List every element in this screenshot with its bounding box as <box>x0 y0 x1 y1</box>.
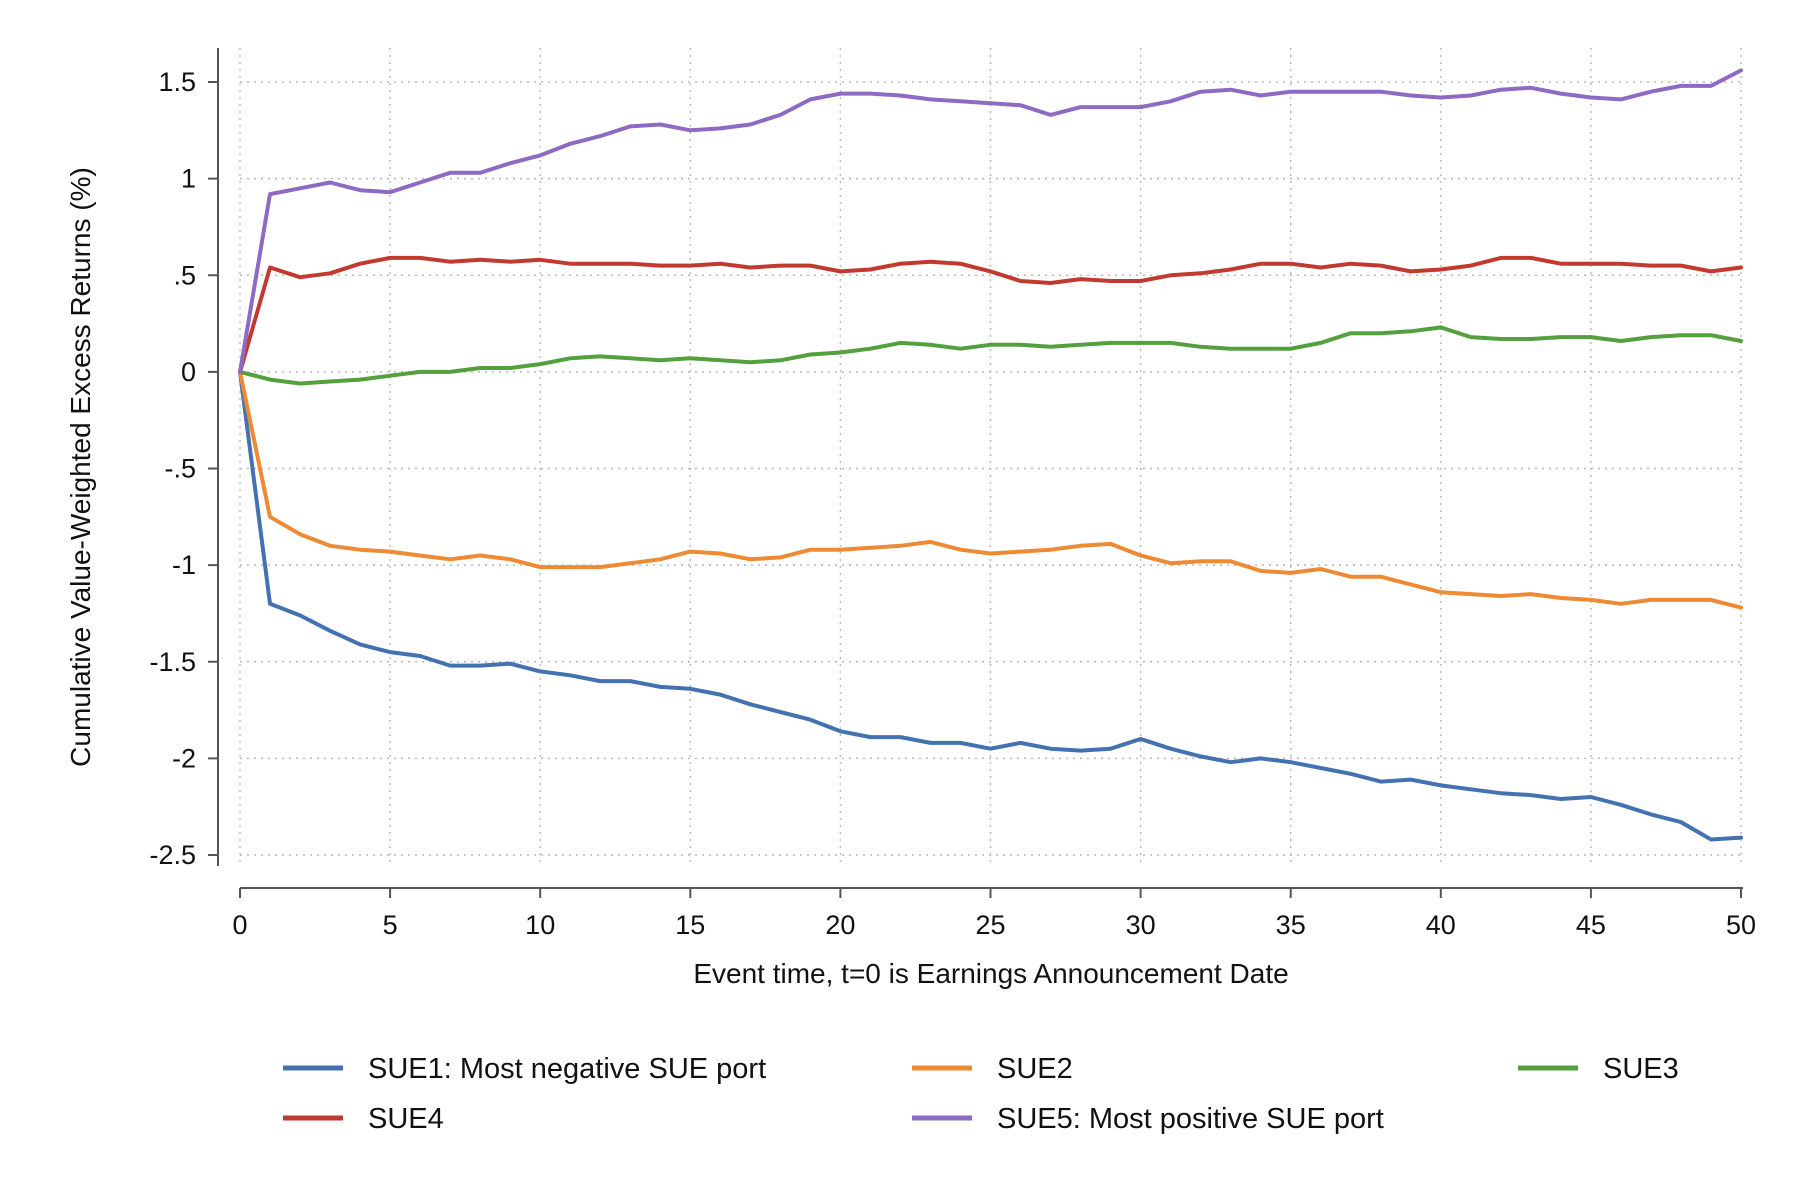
x-tick-label: 5 <box>383 910 398 940</box>
y-tick-label: -1.5 <box>149 647 196 677</box>
series-line-sue2 <box>238 369 1743 610</box>
series-line-sue1 <box>238 369 1743 842</box>
series-line-sue5 <box>238 68 1743 374</box>
y-tick-label: .5 <box>173 260 196 290</box>
legend-item-sue4: SUE4 <box>283 1103 444 1135</box>
x-tick-label: 0 <box>232 910 247 940</box>
legend-label: SUE4 <box>368 1103 444 1135</box>
series-lines <box>238 68 1743 842</box>
y-tick-label: -2 <box>172 743 196 773</box>
legend-label: SUE1: Most negative SUE port <box>368 1053 766 1085</box>
legend: SUE1: Most negative SUE port SUE2 SUE3 SUE4… <box>283 1053 1679 1135</box>
legend-item-sue5: SUE5: Most positive SUE port <box>912 1103 1384 1135</box>
y-tick-label: 1.5 <box>158 67 196 97</box>
grid <box>239 48 1743 866</box>
legend-item-sue2: SUE2 <box>912 1053 1073 1085</box>
x-tick-label: 15 <box>675 910 705 940</box>
x-axis-title: Event time, t=0 is Earnings Announcement… <box>693 958 1288 989</box>
x-tick-label: 30 <box>1126 910 1156 940</box>
legend-label: SUE5: Most positive SUE port <box>997 1103 1384 1135</box>
x-tick-label: 20 <box>825 910 855 940</box>
y-tick-label: 1 <box>181 164 196 194</box>
series-line-sue4 <box>238 255 1743 374</box>
legend-label: SUE3 <box>1603 1053 1679 1085</box>
y-tick-label: -1 <box>172 550 196 580</box>
legend-item-sue3: SUE3 <box>1518 1053 1679 1085</box>
tick-marks <box>208 81 1742 898</box>
x-tick-label: 25 <box>975 910 1005 940</box>
x-tick-label: 10 <box>525 910 555 940</box>
x-tick-label: 35 <box>1276 910 1306 940</box>
y-tick-label: 0 <box>181 357 196 387</box>
y-tick-label: -2.5 <box>149 840 196 870</box>
y-tick-labels: -2.5 -2 -1.5 -1 -.5 0 .5 1 1.5 <box>149 67 196 870</box>
legend-item-sue1: SUE1: Most negative SUE port <box>283 1053 766 1085</box>
x-tick-label: 45 <box>1576 910 1606 940</box>
x-tick-label: 40 <box>1426 910 1456 940</box>
x-tick-label: 50 <box>1726 910 1756 940</box>
legend-label: SUE2 <box>997 1053 1073 1085</box>
y-tick-label: -.5 <box>164 454 196 484</box>
y-axis-title: Cumulative Value-Weighted Excess Returns… <box>65 167 96 767</box>
x-tick-labels: 0 5 10 15 20 25 30 35 40 45 50 <box>232 910 1756 940</box>
series-line-sue3 <box>238 325 1743 386</box>
